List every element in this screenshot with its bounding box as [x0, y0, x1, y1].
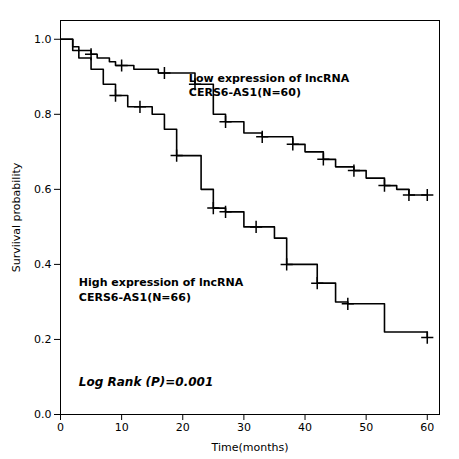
- svg-text:10: 10: [115, 421, 129, 434]
- svg-text:0.2: 0.2: [34, 333, 52, 346]
- svg-text:0.8: 0.8: [34, 108, 52, 121]
- svg-text:1.0: 1.0: [34, 33, 52, 46]
- svg-text:Log Rank (P)=0.001: Log Rank (P)=0.001: [79, 375, 213, 389]
- svg-text:50: 50: [359, 421, 373, 434]
- svg-text:Surviival probability: Surviival probability: [10, 162, 23, 272]
- svg-text:0.6: 0.6: [34, 183, 52, 196]
- svg-text:Low expression of lncRNACERS6-: Low expression of lncRNACERS6-AS1(N=60): [189, 72, 350, 99]
- svg-text:20: 20: [176, 421, 190, 434]
- svg-text:0.4: 0.4: [34, 258, 52, 271]
- svg-text:0: 0: [57, 421, 64, 434]
- svg-text:40: 40: [298, 421, 312, 434]
- svg-text:30: 30: [237, 421, 251, 434]
- svg-text:Time(months): Time(months): [211, 441, 289, 454]
- svg-text:60: 60: [420, 421, 434, 434]
- svg-text:High expression of lncRNACERS6: High expression of lncRNACERS6-AS1(N=66): [79, 276, 244, 303]
- svg-text:0.0: 0.0: [34, 408, 52, 421]
